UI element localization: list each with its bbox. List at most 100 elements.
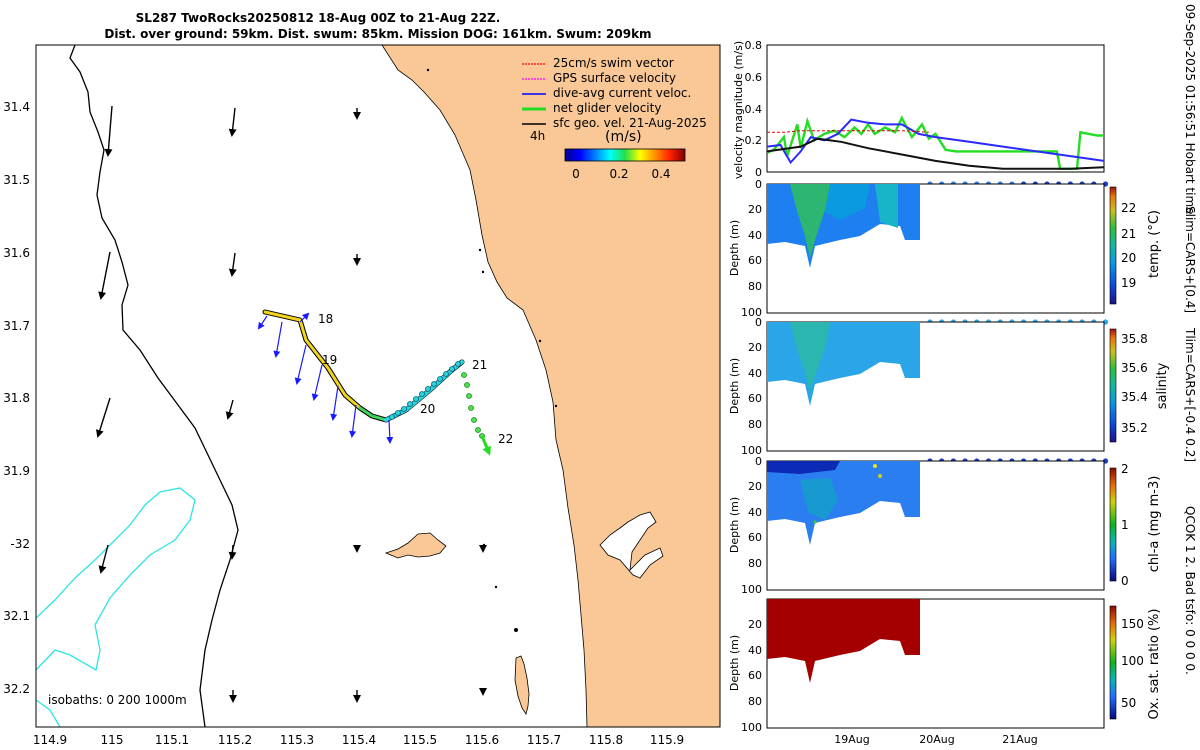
colorbar-tick: 50	[1121, 696, 1136, 710]
colorbar-tick: 35.8	[1121, 332, 1148, 346]
velocity-y-label: velocity magnitude (m/s)	[732, 41, 745, 179]
map-legend: 25cm/s swim vector GPS surface velocity …	[522, 56, 707, 181]
depth-tick: 80	[748, 418, 762, 431]
map-x-tick: 115.8	[589, 733, 623, 747]
colorbar-tick: 150	[1121, 617, 1144, 631]
colorbar-tick: 35.4	[1121, 390, 1148, 404]
time-x-tick: 19Aug	[834, 733, 869, 746]
depth-tick: 0	[755, 455, 762, 468]
depth-tick: 0	[755, 178, 762, 191]
rottnest-island	[384, 532, 447, 559]
colorbar-tick: 0.4	[651, 167, 670, 181]
colorbar-tick: 35.2	[1121, 421, 1148, 435]
depth-tick: 20	[748, 480, 762, 493]
chlorophyll-colorbar	[1109, 467, 1117, 582]
velocity-y-tick: 0.6	[745, 71, 763, 84]
salinity-high-core	[790, 322, 830, 392]
map-x-tick: 115.4	[342, 733, 376, 747]
legend-label: sfc geo. vel. 21-Aug-2025	[553, 116, 707, 130]
depth-axis-label: Depth (m)	[728, 358, 741, 414]
map-x-tick: 115.9	[650, 733, 684, 747]
map-y-tick: 31.4	[3, 100, 30, 114]
map-x-tick: 115.6	[465, 733, 499, 747]
depth-tick: 100	[741, 444, 762, 457]
depth-axis-label: Depth (m)	[728, 220, 741, 276]
map-y-tick: 31.5	[3, 173, 30, 187]
map-panel: 18 19 20 21 22 isobaths: 0 200 1000m 25c…	[3, 44, 721, 747]
current-arrow	[311, 364, 323, 401]
map-y-tick: 31.8	[3, 391, 30, 405]
depth-tick: 80	[748, 557, 762, 570]
isobath-1000m	[36, 487, 196, 727]
depth-tick: 40	[748, 644, 762, 657]
side-caption-qc: QCOK 1 2. Bad tsfo: 0 0 0 0.	[1183, 506, 1197, 675]
depth-tick: 20	[748, 341, 762, 354]
geo-arrow	[104, 105, 113, 157]
track-day-label: 21	[472, 358, 487, 372]
map-x-tick: 115.7	[527, 733, 561, 747]
colorbar-tick: 20	[1121, 251, 1136, 265]
map-y-axis: 31.4 31.5 31.6 31.7 31.8 31.9 -32 32.1 3…	[3, 100, 30, 696]
track-day-label: 18	[318, 312, 333, 326]
colorbar-tick: 0	[572, 167, 580, 181]
map-x-tick: 114.9	[33, 733, 67, 747]
current-arrow	[299, 312, 310, 323]
geo-arrow	[228, 107, 237, 137]
legend-4h-label: 4h	[530, 129, 545, 143]
chlorophyll-panel: 0 20 40 60 80 100 Depth (m) 0 1 2 chl-a …	[728, 455, 1162, 596]
velocity-y-tick: 0.2	[745, 134, 763, 147]
current-arrow	[330, 385, 339, 421]
temperature-colorbar	[1109, 186, 1117, 305]
map-y-tick: -32	[10, 537, 30, 551]
colorbar-tick: 0.2	[609, 167, 628, 181]
depth-tick: 60	[748, 531, 762, 544]
isobath-label: isobaths: 0 200 1000m	[48, 693, 187, 707]
colorbar-label: temp. (°C)	[1147, 210, 1162, 278]
oxygen-section	[767, 599, 920, 683]
temperature-surface-band	[875, 184, 898, 228]
track-day-label: 20	[420, 402, 435, 416]
track-segment-mid	[358, 406, 388, 422]
depth-tick: 20	[748, 203, 762, 216]
chlorophyll-hotspot	[873, 464, 877, 468]
depth-tick: 60	[748, 392, 762, 405]
colorbar-tick: 35.6	[1121, 361, 1148, 375]
map-frame	[35, 44, 721, 728]
velocity-series-line	[767, 118, 1104, 165]
sfc-geo-velocity-arrows	[95, 105, 487, 703]
velocity-series-line	[767, 137, 1104, 170]
title-line-2: Dist. over ground: 59km. Dist. swum: 85k…	[104, 27, 651, 41]
map-y-tick: 31.9	[3, 464, 30, 478]
map-y-tick: 32.1	[3, 609, 30, 623]
geo-arrow	[98, 544, 109, 574]
chlorophyll-hotspot	[813, 520, 817, 524]
velocity-series-line	[767, 115, 1104, 171]
depth-tick: 100	[741, 583, 762, 596]
depth-tick: 100	[741, 306, 762, 319]
depth-tick: 80	[748, 695, 762, 708]
colorbar-tick: 0	[1121, 574, 1129, 588]
track-day-label: 22	[498, 432, 513, 446]
dive-avg-current-arrows	[257, 312, 394, 444]
title-line-1: SL287 TwoRocks20250812 18-Aug 00Z to 21-…	[136, 11, 501, 25]
velocity-series-line	[767, 130, 929, 133]
side-caption-timestamp: 09-Sep-2025 01:56:51 Hobart time	[1183, 4, 1197, 215]
velocity-panel: 0 0.2 0.4 0.6 0.8 velocity magnitude (m/…	[732, 39, 1105, 179]
oxygen-colorbar	[1109, 605, 1117, 720]
map-x-axis: 114.9 115 115.1 115.2 115.3 115.4 115.5 …	[33, 733, 684, 747]
track-nodes	[389, 361, 461, 420]
chlorophyll-mid-patch	[800, 478, 838, 520]
time-x-tick: 20Aug	[919, 733, 954, 746]
map-x-tick: 115.5	[403, 733, 437, 747]
geo-arrow	[98, 251, 111, 300]
depth-axis-label: Depth (m)	[728, 497, 741, 553]
colorbar-tick: 2	[1121, 462, 1129, 476]
legend-label: dive-avg current veloc.	[553, 86, 691, 100]
track-day-label: 19	[322, 353, 337, 367]
isobath-200m	[69, 45, 239, 727]
colorbar-tick: 19	[1121, 276, 1136, 290]
temperature-panel: 0 20 40 60 80 100 Depth (m) 19 20 21 22 …	[728, 178, 1162, 319]
depth-tick: 40	[748, 229, 762, 242]
map-y-tick: 31.6	[3, 246, 30, 260]
side-caption-limits-tlim: Tlim=CARS+[-0.4 0.2]	[1183, 327, 1197, 462]
